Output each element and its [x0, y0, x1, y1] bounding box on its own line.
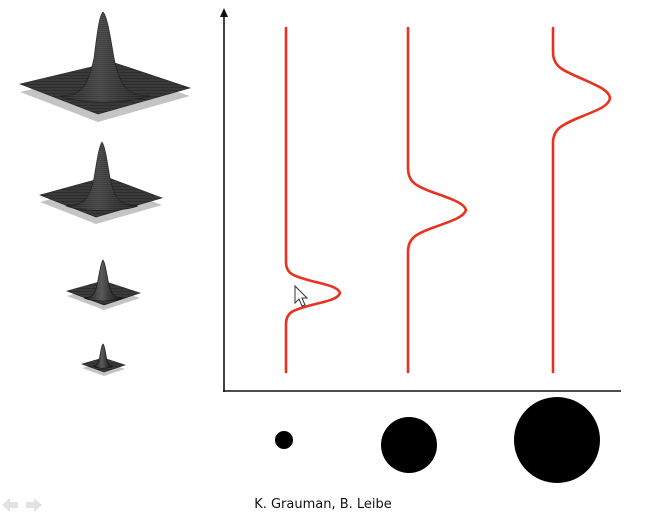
response-curve-small-scale: [284, 26, 342, 374]
gaussian-surface-small: [81, 343, 126, 376]
slide-nav-arrows-icon[interactable]: [0, 494, 44, 516]
axes: [220, 8, 621, 392]
gaussian-surface-large: [39, 141, 163, 224]
credit-text: K. Grauman, B. Leibe: [254, 497, 392, 512]
y-axis-arrowhead: [220, 8, 228, 17]
blob-large: [514, 397, 600, 483]
gaussian-surface-medium: [66, 259, 141, 310]
blob-small: [275, 431, 293, 449]
response-curve-medium-scale: [406, 26, 468, 374]
response-curves: [284, 26, 612, 374]
response-curve-large-scale: [551, 26, 612, 374]
mouse-pointer-icon: [294, 284, 309, 307]
blob-medium: [381, 417, 437, 473]
blobs: [275, 397, 600, 483]
gaussian-surface-largest: [18, 11, 192, 122]
